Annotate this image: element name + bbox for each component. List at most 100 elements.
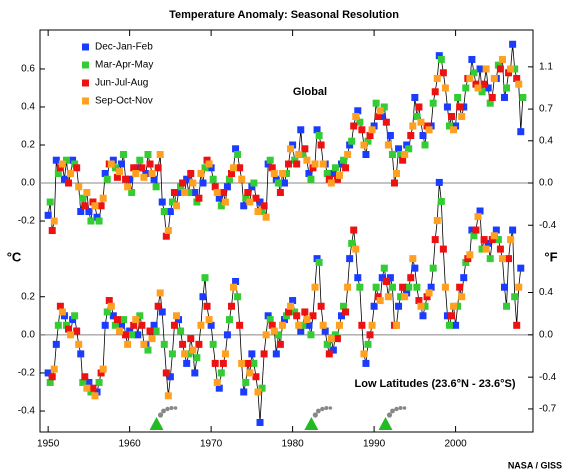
data-point: [458, 112, 466, 120]
data-point: [315, 131, 323, 139]
data-point: [435, 178, 443, 186]
data-point: [95, 217, 103, 225]
series-line: [47, 44, 524, 237]
data-point: [348, 137, 356, 145]
data-point: [238, 175, 246, 183]
data-point: [156, 150, 164, 158]
data-point: [342, 308, 350, 316]
data-point: [486, 99, 494, 107]
data-point: [321, 327, 329, 335]
legend-label: Jun-Jul-Aug: [95, 78, 148, 89]
eruption-marker: [149, 417, 164, 430]
data-point: [148, 170, 156, 178]
data-point: [97, 369, 105, 377]
data-point: [203, 156, 211, 164]
data-point: [134, 331, 142, 339]
data-point: [124, 340, 132, 348]
data-point: [517, 128, 525, 136]
data-point: [470, 69, 478, 77]
data-point: [500, 283, 508, 291]
data-point: [152, 183, 160, 191]
data-point: [134, 164, 142, 172]
data-point: [441, 283, 449, 291]
data-point: [393, 170, 401, 178]
data-point: [87, 217, 95, 225]
data-point: [83, 384, 91, 392]
data-point: [54, 170, 62, 178]
data-point: [362, 359, 370, 367]
data-point: [311, 160, 319, 168]
data-point: [488, 236, 496, 244]
data-point: [185, 189, 193, 197]
data-point: [58, 308, 66, 316]
data-point: [443, 103, 451, 111]
data-point: [144, 150, 152, 158]
data-point: [303, 156, 311, 164]
data-point: [415, 103, 423, 111]
data-point: [248, 183, 256, 191]
data-point: [252, 373, 260, 381]
data-point: [464, 255, 472, 263]
data-point: [366, 331, 374, 339]
data-point: [384, 293, 392, 301]
data-point: [390, 179, 398, 187]
data-point: [236, 321, 244, 329]
data-point: [164, 392, 172, 400]
data-point: [195, 194, 203, 202]
data-point: [378, 112, 386, 120]
data-point: [230, 164, 238, 172]
data-point: [376, 107, 384, 115]
data-point: [480, 236, 488, 244]
y-tick-label: 0.0: [21, 329, 35, 340]
data-point: [433, 74, 441, 82]
data-point: [340, 156, 348, 164]
smoke: [169, 406, 174, 410]
data-point: [205, 316, 213, 324]
data-point: [187, 335, 195, 343]
data-point: [458, 293, 466, 301]
data-point: [346, 255, 354, 263]
data-point: [462, 258, 470, 266]
y2-tick-label: -0.4: [539, 220, 557, 231]
data-point: [203, 302, 211, 310]
data-point: [60, 312, 68, 320]
x-tick-label: 1980: [281, 439, 304, 450]
legend-swatch: [82, 79, 89, 87]
data-point: [113, 316, 121, 324]
data-point: [370, 122, 378, 130]
data-point: [154, 302, 162, 310]
data-point: [256, 198, 264, 206]
data-point: [448, 312, 456, 320]
legend-swatch: [82, 61, 89, 69]
data-point: [331, 164, 339, 172]
data-point: [69, 316, 77, 324]
data-point: [503, 302, 511, 310]
data-point: [75, 340, 83, 348]
data-point: [309, 312, 317, 320]
data-point: [177, 183, 185, 191]
data-point: [323, 170, 331, 178]
data-point: [215, 384, 223, 392]
data-point: [500, 93, 508, 101]
data-point: [380, 103, 388, 111]
data-point: [128, 331, 136, 339]
data-point: [364, 340, 372, 348]
data-point: [411, 264, 419, 272]
data-point: [295, 321, 303, 329]
data-point: [77, 208, 85, 216]
y2-tick-label: -0.7: [539, 404, 557, 415]
data-point: [160, 208, 168, 216]
data-point: [407, 274, 415, 282]
data-point: [437, 55, 445, 63]
data-point: [132, 316, 140, 324]
data-point: [238, 359, 246, 367]
data-point: [283, 170, 290, 178]
data-point: [411, 93, 419, 101]
data-point: [44, 211, 52, 219]
data-point: [474, 213, 482, 221]
data-point: [146, 160, 154, 168]
data-point: [89, 198, 97, 206]
data-point: [484, 239, 492, 247]
x-tick-label: 1970: [200, 439, 223, 450]
